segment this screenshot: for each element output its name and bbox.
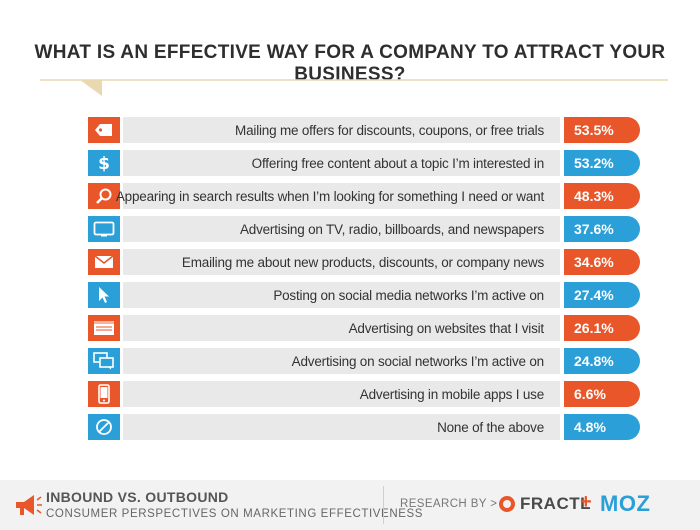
tag-icon [88,117,120,143]
category-label: Appearing in search results when I’m loo… [116,183,560,209]
browser-icon [88,315,120,341]
title-underline [40,79,668,96]
footer: INBOUND VS. OUTBOUND CONSUMER PERSPECTIV… [0,480,700,530]
value-label: 37.6% [564,216,640,242]
no-icon [88,414,120,440]
value-label: 48.3% [564,183,640,209]
value-label: 34.6% [564,249,640,275]
megaphone-icon [16,495,42,515]
envelope-icon [88,249,120,275]
bar-row: Posting on social media networks I’m act… [88,282,644,308]
category-label: None of the above [123,414,560,440]
research-by-label: RESEARCH BY > [400,498,498,510]
value-label: 53.2% [564,150,640,176]
category-label: Advertising on social networks I’m activ… [123,348,560,374]
footer-title: INBOUND VS. OUTBOUND [46,489,229,505]
bar-row: Advertising in mobile apps I use 6.6% [88,381,644,407]
chart-rows: Mailing me offers for discounts, coupons… [88,117,644,447]
value-label: 53.5% [564,117,640,143]
tv-icon [88,216,120,242]
magnifier-icon [88,183,120,209]
bar-row: $ Offering free content about a topic I’m… [88,150,644,176]
bar-row: Advertising on social networks I’m activ… [88,348,644,374]
category-label: Advertising in mobile apps I use [123,381,560,407]
bar-row: Appearing in search results when I’m loo… [88,183,644,209]
value-label: 26.1% [564,315,640,341]
bar-row: Mailing me offers for discounts, coupons… [88,117,644,143]
fractl-logo: FRACTL [520,494,591,513]
category-label: Advertising on websites that I visit [123,315,560,341]
moz-logo: MOZ [600,491,651,516]
category-label: Mailing me offers for discounts, coupons… [123,117,560,143]
bar-row: Advertising on TV, radio, billboards, an… [88,216,644,242]
value-label: 6.6% [564,381,640,407]
category-label: Posting on social media networks I’m act… [123,282,560,308]
plus-sign: + [580,491,592,513]
bar-row: Emailing me about new products, discount… [88,249,644,275]
bar-row: Advertising on websites that I visit 26.1… [88,315,644,341]
bar-row: None of the above 4.8% [88,414,644,440]
footer-divider [383,486,384,524]
svg-text:$: $ [98,154,110,173]
dollar-icon: $ [88,150,120,176]
cursor-icon [88,282,120,308]
chat-icon [88,348,120,374]
value-label: 24.8% [564,348,640,374]
category-label: Offering free content about a topic I’m … [123,150,560,176]
footer-subtitle: CONSUMER PERSPECTIVES ON MARKETING EFFEC… [46,508,424,520]
phone-icon [88,381,120,407]
category-label: Advertising on TV, radio, billboards, an… [123,216,560,242]
fractl-logo-icon [499,496,515,512]
category-label: Emailing me about new products, discount… [123,249,560,275]
value-label: 27.4% [564,282,640,308]
value-label: 4.8% [564,414,640,440]
